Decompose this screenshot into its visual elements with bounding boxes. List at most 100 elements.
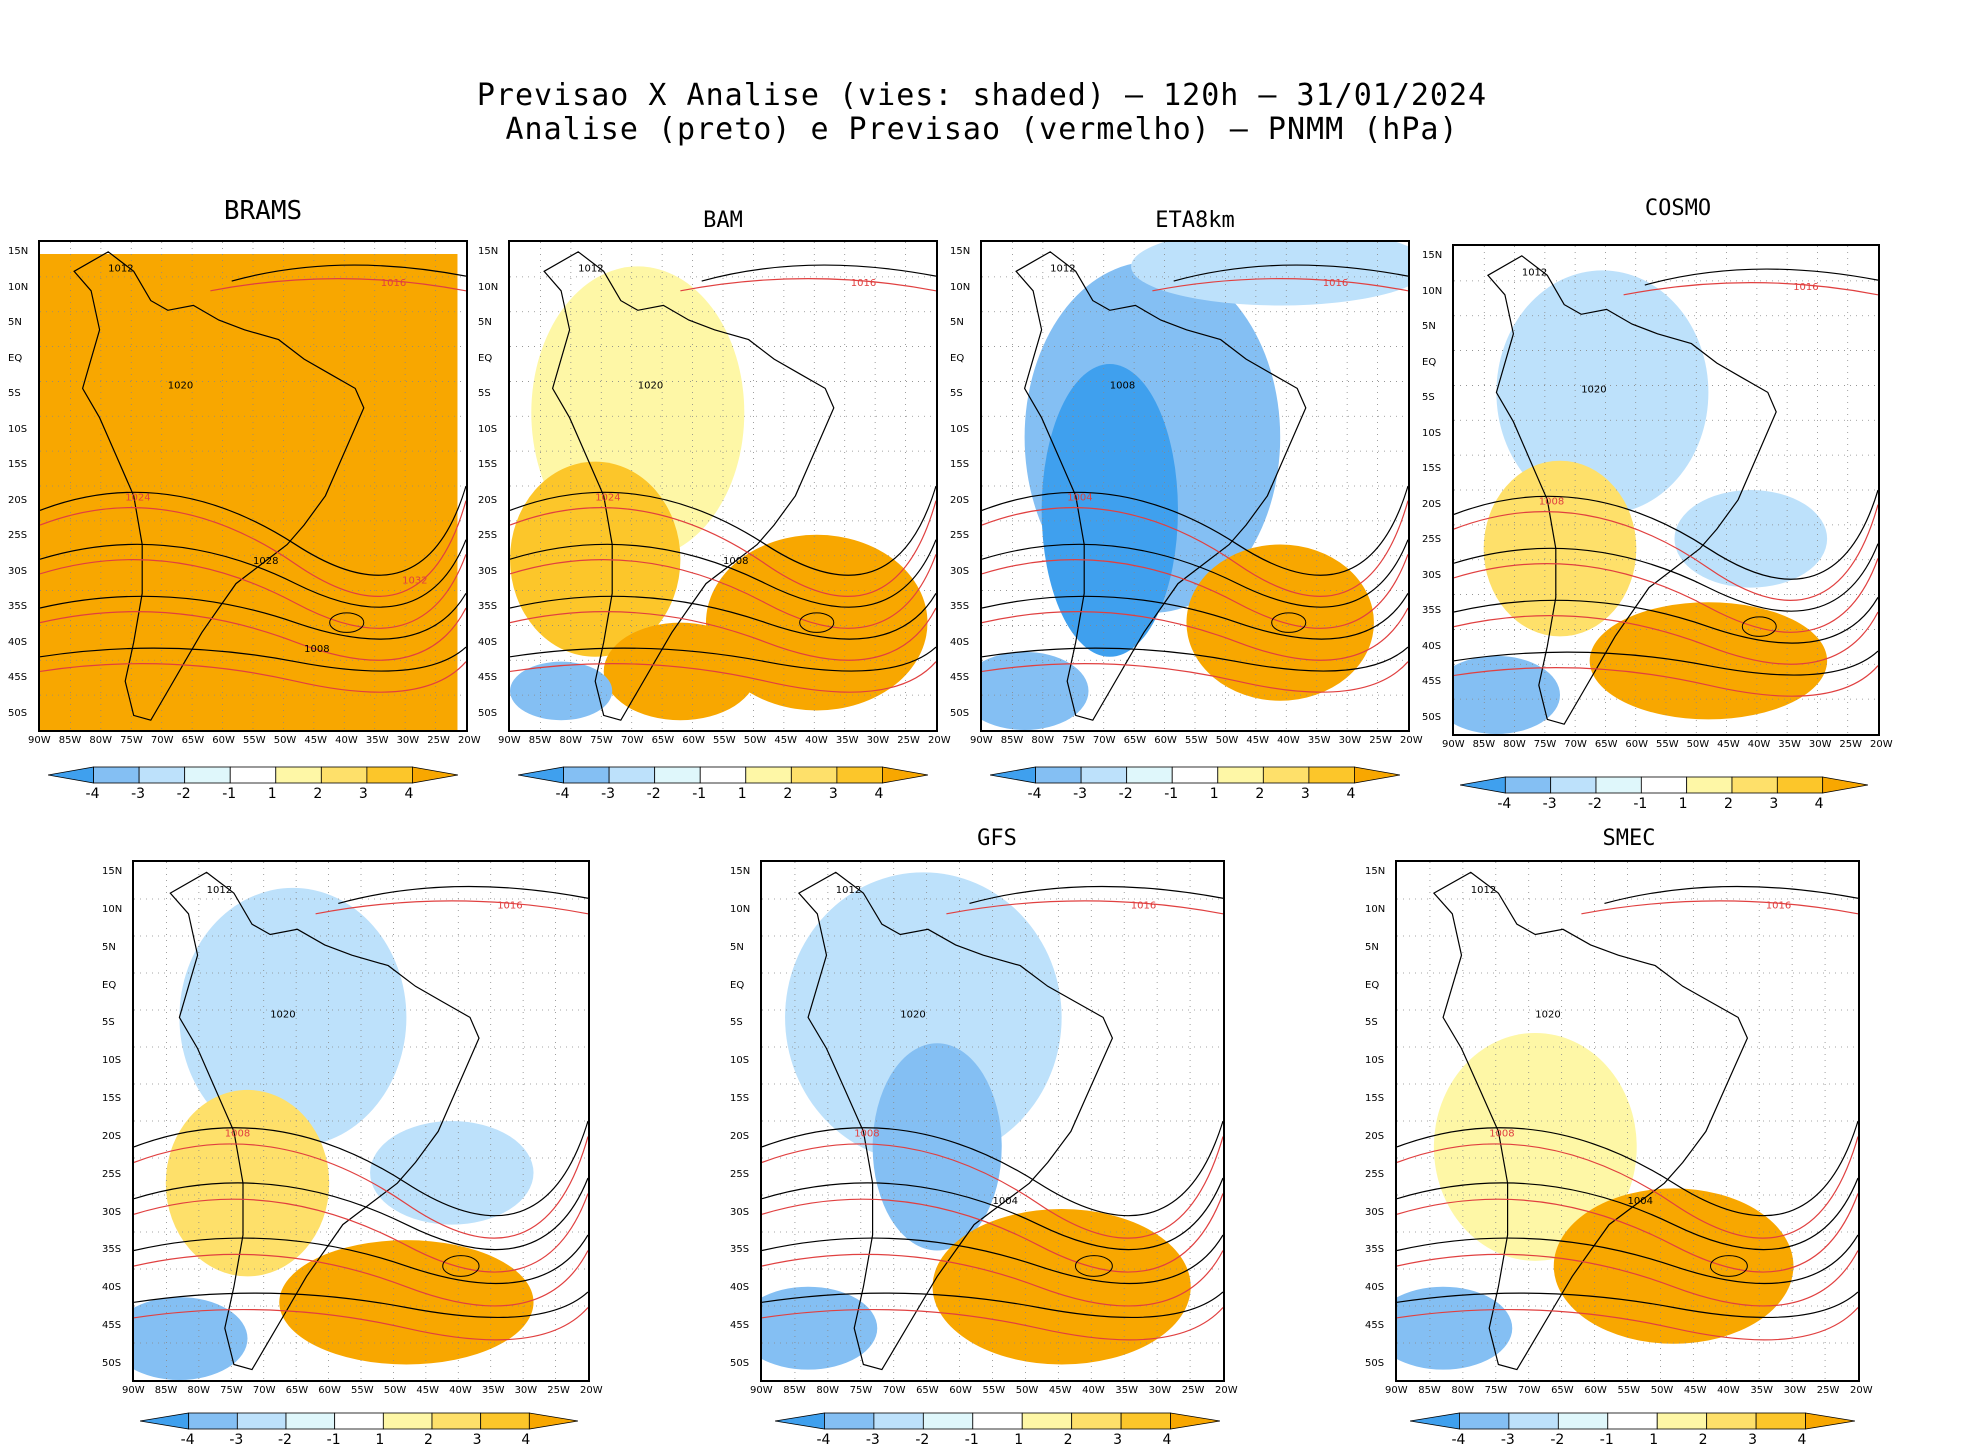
lon-tick-label: 90W (28, 735, 51, 746)
lat-tick-label: 45S (1422, 676, 1442, 688)
lon-tick-label: 70W (882, 1385, 906, 1396)
forecast-contour (134, 1193, 588, 1273)
forecast-contour (1397, 1136, 1858, 1239)
high-pressure-center (799, 612, 835, 633)
analysis-contour (969, 885, 1223, 905)
colorbar-label: 2 (1255, 786, 1265, 802)
analysis-contour (510, 485, 936, 576)
lat-tick-label: 15S (950, 459, 970, 471)
analysis-contour (1397, 1120, 1858, 1217)
lon-tick-label: 80W (816, 1385, 840, 1396)
lon-tick-label: 65W (181, 735, 205, 746)
lon-tick-label: 80W (1451, 1385, 1475, 1396)
contour-label: 1020 (1535, 1009, 1560, 1020)
analysis-contour (701, 264, 936, 282)
colorbar-segment (1459, 1412, 1510, 1430)
lon-tick-label: 50W (1650, 1385, 1674, 1396)
colorbar-label: -3 (1500, 1432, 1515, 1448)
colorbar-label: 1 (1649, 1432, 1659, 1448)
lat-tick-label: 25S (1365, 1168, 1385, 1180)
lat-tick-label: 40S (478, 636, 498, 648)
colorbar-segment (140, 1412, 190, 1430)
figure-title-line2: Analise (preto) e Previsao (vermelho) – … (505, 112, 1459, 147)
lon-tick-label: 55W (243, 735, 266, 746)
lat-tick-label: 15S (8, 459, 28, 471)
colorbar-label: -3 (131, 786, 146, 802)
forecast-contour (982, 661, 1408, 693)
lat-tick-label: 20S (102, 1130, 122, 1142)
lat-tick-label: 20S (8, 494, 28, 506)
colorbar-label: -4 (1451, 1432, 1466, 1448)
colorbar-segment (824, 1412, 875, 1430)
colorbar-label: -3 (1542, 796, 1557, 812)
lat-tick-label: 10S (8, 423, 28, 435)
map-svg: 1012 1016 1020 1024 1008 (510, 242, 936, 730)
colorbar-segment (990, 766, 1036, 784)
colorbar-segment (275, 766, 322, 784)
lat-tick-label: 5N (1365, 941, 1379, 953)
colorbar-segment (563, 766, 610, 784)
colorbar-segment (236, 1412, 287, 1430)
lon-tick-label: 40W (449, 1385, 472, 1396)
contour-label: 1016 (851, 278, 876, 289)
bias-warm-area (1186, 544, 1374, 701)
bias-cold-area (134, 1297, 248, 1380)
lon-tick-label: 75W (120, 735, 143, 746)
contour-label: 1008 (1489, 1129, 1514, 1140)
colorbar-0 (48, 766, 458, 784)
lat-tick-label: 10N (1422, 285, 1443, 297)
lon-tick-label: 90W (1385, 1385, 1408, 1396)
contour-label: 1008 (1110, 380, 1135, 391)
colorbar-segment (412, 766, 458, 784)
lat-tick-label: 5N (730, 941, 744, 953)
colorbar-segment (1706, 1412, 1757, 1430)
colorbar-label: 2 (424, 1432, 433, 1448)
contour-label: 1032 (402, 576, 427, 587)
contour-label: 1008 (854, 1129, 879, 1140)
lat-tick-label: 5N (950, 317, 964, 329)
lon-tick-label: 25W (1839, 739, 1863, 750)
map-panel-1: 1012 1016 1020 1024 1008 (508, 240, 938, 732)
bias-cold-area (179, 887, 407, 1147)
lat-tick-label: 25S (8, 530, 28, 542)
analysis-contour (134, 1120, 588, 1217)
lon-tick-label: 25W (897, 735, 920, 746)
colorbar-segment (775, 1412, 825, 1430)
colorbar-segment (1607, 1412, 1658, 1430)
colorbar-label: -2 (1550, 1432, 1565, 1448)
high-pressure-center (329, 612, 365, 633)
colorbar-label: 3 (1300, 786, 1310, 802)
colorbar-label: 3 (1769, 796, 1779, 812)
lon-tick-label: 25W (547, 1385, 570, 1396)
lat-tick-label: EQ (102, 979, 117, 991)
forecast-contour (946, 900, 1223, 915)
colorbar-segment (1021, 1412, 1073, 1430)
continent-outline (797, 871, 1114, 1371)
lon-tick-label: 90W (498, 735, 521, 746)
map-panel-4: 1012 1016 1020 1008 (132, 860, 590, 1382)
lon-tick-label: 60W (682, 735, 705, 746)
colorbar-label: 4 (874, 786, 884, 802)
lat-tick-label: 50S (730, 1358, 750, 1369)
analysis-contour (134, 1291, 588, 1318)
lon-tick-label: 85W (528, 735, 552, 746)
lat-tick-label: 25S (102, 1168, 122, 1180)
colorbar-label: 4 (1797, 1432, 1807, 1448)
lon-tick-label: 45W (416, 1385, 440, 1396)
colorbar-label: -1 (692, 786, 707, 802)
lat-tick-label: 15S (1422, 463, 1442, 475)
colorbar-segment (1805, 1412, 1855, 1430)
lon-tick-label: 70W (1517, 1385, 1541, 1396)
colorbar-label: 2 (313, 786, 323, 802)
bias-warm-area (1589, 602, 1828, 720)
colorbar-label: -4 (85, 786, 100, 802)
colorbar-label: 3 (1113, 1432, 1123, 1448)
lon-tick-label: 65W (1551, 1385, 1574, 1396)
contour-label: 1012 (836, 885, 861, 896)
lon-tick-label: 45W (1048, 1385, 1072, 1396)
bias-warm-area (603, 622, 758, 721)
analysis-contour (762, 1177, 1223, 1251)
colorbar-label: -2 (646, 786, 661, 802)
lat-tick-label: EQ (950, 352, 965, 364)
lat-tick-label: 20S (950, 494, 970, 506)
